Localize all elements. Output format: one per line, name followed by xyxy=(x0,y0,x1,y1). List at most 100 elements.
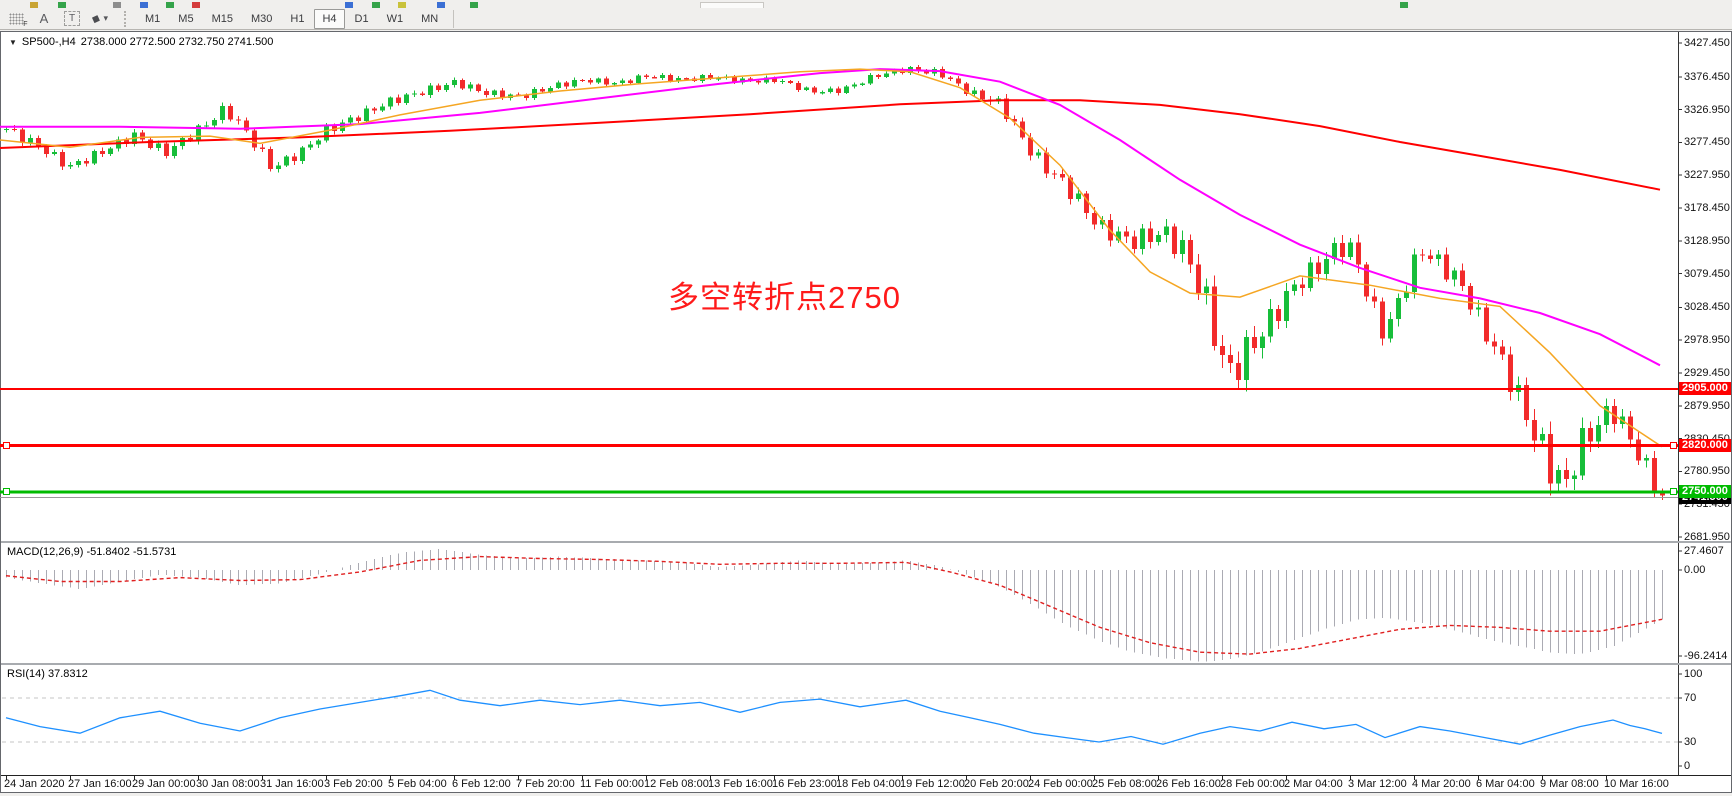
timeframe-button-m30[interactable]: M30 xyxy=(250,12,273,25)
time-axis-label: 13 Feb 16:00 xyxy=(708,778,773,790)
fibonacci-tool-button[interactable]: F xyxy=(4,9,28,28)
macd-axis-label: 27.4607 xyxy=(1684,545,1724,557)
time-axis-label: 24 Jan 2020 xyxy=(4,778,65,790)
chart-toolbar: F A T ◆ ▾ M1 M5 M15 M30 H1 H4 D1 W1 MN xyxy=(0,8,1732,30)
price-axis-label: 3376.450 xyxy=(1684,70,1730,83)
clipped-icon xyxy=(58,2,66,8)
text-label-icon: T xyxy=(63,11,81,26)
price-axis-label: 2978.950 xyxy=(1684,334,1730,347)
time-axis-label: 28 Feb 00:00 xyxy=(1220,778,1285,790)
timeframe-button-m5[interactable]: M5 xyxy=(178,12,194,25)
rsi-axis-label: 30 xyxy=(1684,736,1697,748)
chart-title: ▼ SP500-,H4 2738.000 2772.500 2732.750 2… xyxy=(9,36,273,48)
clipped-icon xyxy=(113,2,121,8)
arrows-tool-button[interactable]: ◆ ▾ xyxy=(88,9,112,28)
time-axis-label: 18 Feb 04:00 xyxy=(836,778,901,790)
rsi-indicator-label: RSI(14) 37.8312 xyxy=(7,668,88,680)
clipped-icon xyxy=(140,2,148,8)
time-axis-label: 4 Mar 20:00 xyxy=(1412,778,1471,790)
hline-price-flag: 2820.000 xyxy=(1679,438,1731,452)
rsi-axis-label: 0 xyxy=(1684,760,1691,772)
clipped-icon xyxy=(398,2,406,8)
clipped-icon xyxy=(1400,2,1408,8)
ma-fast-orange[interactable] xyxy=(0,68,1663,448)
time-axis-label: 12 Feb 08:00 xyxy=(644,778,709,790)
time-axis-label: 20 Feb 20:00 xyxy=(964,778,1029,790)
timeframe-button-h4[interactable]: H4 xyxy=(314,8,345,29)
chart-annotation-text[interactable]: 多空转折点2750 xyxy=(668,280,901,315)
timeframe-group: M1 M5 M15 M30 H1 H4 D1 W1 MN xyxy=(136,8,447,29)
price-axis-label: 3079.450 xyxy=(1684,267,1730,280)
text-label-tool-button[interactable]: T xyxy=(60,9,84,28)
price-axis-label: 3227.950 xyxy=(1684,169,1730,182)
time-axis-label: 9 Mar 08:00 xyxy=(1540,778,1599,790)
line-drag-handle[interactable] xyxy=(1670,441,1677,449)
time-axis-label: 27 Jan 16:00 xyxy=(68,778,132,790)
symbol-period-label: SP500-,H4 xyxy=(21,36,76,48)
timeframe-button-m1[interactable]: M1 xyxy=(145,12,161,25)
time-axis-label: 3 Mar 12:00 xyxy=(1348,778,1407,790)
clipped-icon xyxy=(192,2,200,8)
price-axis-label: 3128.950 xyxy=(1684,234,1730,247)
fibonacci-grid-icon: F xyxy=(8,12,28,28)
hline-price-flag: 2750.000 xyxy=(1679,484,1731,498)
price-axis-label: 2929.450 xyxy=(1684,366,1730,379)
rsi-axis-label: 100 xyxy=(1684,668,1703,680)
time-axis-label: 19 Feb 12:00 xyxy=(900,778,965,790)
macd-axis-label: 0.00 xyxy=(1684,564,1706,576)
price-axis-label: 3178.450 xyxy=(1684,201,1730,214)
macd-indicator-label: MACD(12,26,9) -51.8402 -51.5731 xyxy=(7,546,177,558)
ma-medium-magenta[interactable] xyxy=(0,68,1661,367)
timeframe-button-mn[interactable]: MN xyxy=(421,12,439,25)
time-axis-label: 2 Mar 04:00 xyxy=(1284,778,1343,790)
clipped-icon xyxy=(30,2,38,8)
time-axis-label: 3 Feb 20:00 xyxy=(324,778,383,790)
macd-signal-line xyxy=(5,555,1663,655)
clipped-icon xyxy=(470,2,478,8)
ma-slow-red[interactable] xyxy=(0,99,1661,191)
toolbar-separator xyxy=(453,9,455,28)
time-axis-label: 6 Mar 04:00 xyxy=(1476,778,1535,790)
timeframe-button-d1[interactable]: D1 xyxy=(354,12,369,25)
chevron-down-icon: ▾ xyxy=(103,13,108,23)
macd-pane-separator[interactable] xyxy=(1,541,1731,543)
price-axis-label: 3326.950 xyxy=(1684,103,1730,116)
ohlc-readout: 2738.000 2772.500 2732.750 2741.500 xyxy=(80,36,274,48)
clipped-icon xyxy=(166,2,174,8)
timeframe-button-w1[interactable]: W1 xyxy=(386,12,404,25)
time-axis-label: 16 Feb 23:00 xyxy=(772,778,837,790)
symbol-dropdown-icon[interactable]: ▼ xyxy=(9,37,17,47)
line-drag-handle[interactable] xyxy=(3,487,10,495)
hline-price-flag: 2905.000 xyxy=(1679,382,1731,396)
clipped-icon xyxy=(345,2,353,8)
time-axis-label: 7 Feb 20:00 xyxy=(516,778,575,790)
text-tool-icon: A xyxy=(39,11,49,26)
line-drag-handle[interactable] xyxy=(1670,487,1677,495)
time-axis-label: 29 Jan 00:00 xyxy=(132,778,196,790)
timeframe-button-m15[interactable]: M15 xyxy=(211,12,233,25)
timeframe-button-h1[interactable]: H1 xyxy=(290,12,305,25)
line-drag-handle[interactable] xyxy=(3,441,10,449)
macd-axis-label: -96.2414 xyxy=(1684,650,1728,662)
price-axis-label: 3277.450 xyxy=(1684,136,1730,149)
rsi-line xyxy=(5,689,1663,745)
text-tool-button[interactable]: A xyxy=(32,9,56,28)
time-axis-label: 5 Feb 04:00 xyxy=(388,778,447,790)
rsi-pane-separator[interactable] xyxy=(1,663,1731,665)
time-axis-label: 24 Feb 00:00 xyxy=(1028,778,1093,790)
price-axis-label: 2879.950 xyxy=(1684,399,1730,412)
time-axis-label: 30 Jan 08:00 xyxy=(196,778,260,790)
price-axis-label: 2780.950 xyxy=(1684,465,1730,478)
time-axis-label: 10 Mar 16:00 xyxy=(1604,778,1669,790)
rsi-axis-label: 70 xyxy=(1684,692,1697,704)
price-axis-label: 3427.450 xyxy=(1684,37,1730,49)
clipped-icon xyxy=(437,2,445,8)
price-axis-label: 2681.950 xyxy=(1684,531,1730,543)
time-axis-label: 25 Feb 08:00 xyxy=(1092,778,1157,790)
time-axis-label: 26 Feb 16:00 xyxy=(1156,778,1221,790)
toolbar-grip[interactable] xyxy=(124,10,130,27)
price-axis-label: 3028.450 xyxy=(1684,301,1730,314)
time-axis-label: 6 Feb 12:00 xyxy=(452,778,511,790)
